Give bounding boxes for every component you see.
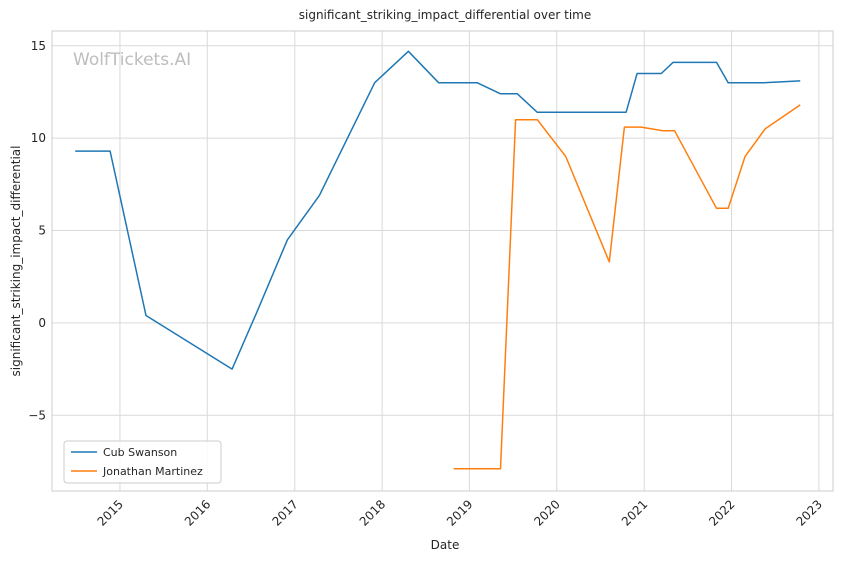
chart-title: significant_striking_impact_differential… <box>299 8 591 22</box>
y-axis-label: significant_striking_impact_differential <box>9 146 23 377</box>
series-line-cub-swanson <box>75 50 801 370</box>
legend-label-jonathan-martinez: Jonathan Martinez <box>102 465 203 478</box>
y-tick-label: 10 <box>31 131 46 145</box>
series-lines <box>75 50 801 470</box>
watermark: WolfTickets.AI <box>73 50 191 70</box>
x-axis-label: Date <box>431 538 460 552</box>
series-line-jonathan-martinez <box>453 104 801 470</box>
plot-frame <box>51 30 834 492</box>
y-tick-labels: −5 0 5 10 15 <box>28 39 46 422</box>
legend: Cub Swanson Jonathan Martinez <box>63 440 222 484</box>
y-tick-label: −5 <box>28 408 46 422</box>
y-tick-label: 5 <box>38 224 46 238</box>
grid-lines <box>52 31 833 491</box>
y-tick-label: 0 <box>38 316 46 330</box>
legend-label-cub-swanson: Cub Swanson <box>103 446 177 459</box>
y-tick-label: 15 <box>31 39 46 53</box>
legend-box <box>63 440 222 484</box>
